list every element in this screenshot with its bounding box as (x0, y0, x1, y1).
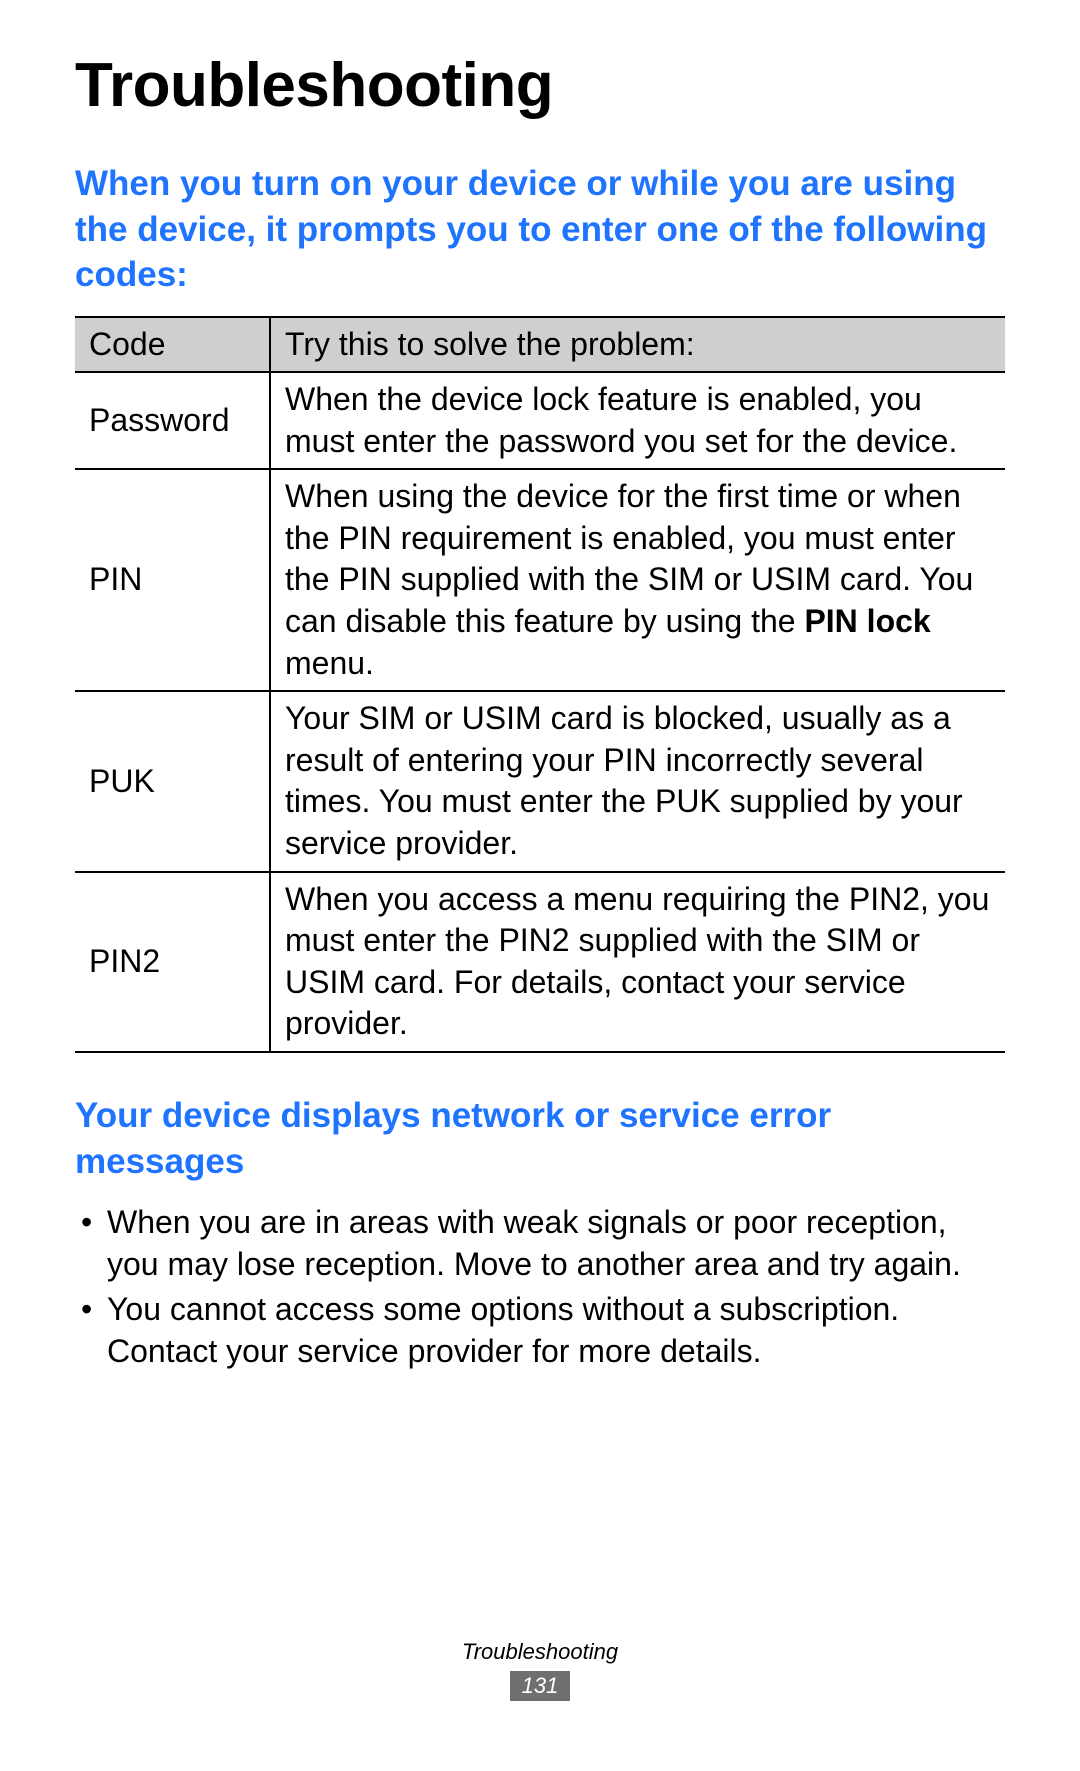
solution-text-bold: PIN lock (804, 603, 930, 639)
table-header-code: Code (75, 317, 270, 373)
table-header-solution: Try this to solve the problem: (270, 317, 1005, 373)
table-row: Password When the device lock feature is… (75, 372, 1005, 469)
list-item: You cannot access some options without a… (75, 1289, 1005, 1372)
solution-cell: Your SIM or USIM card is blocked, usuall… (270, 691, 1005, 871)
code-cell: PUK (75, 691, 270, 871)
section-heading-network: Your device displays network or service … (75, 1093, 1005, 1184)
section-heading-codes: When you turn on your device or while yo… (75, 161, 1005, 298)
page-number: 131 (510, 1671, 571, 1701)
code-cell: PIN (75, 469, 270, 691)
table-header-row: Code Try this to solve the problem: (75, 317, 1005, 373)
solution-cell: When the device lock feature is enabled,… (270, 372, 1005, 469)
document-page: Troubleshooting When you turn on your de… (0, 0, 1080, 1372)
list-item: When you are in areas with weak signals … (75, 1202, 1005, 1285)
table-row: PIN2 When you access a menu requiring th… (75, 872, 1005, 1052)
solution-cell: When you access a menu requiring the PIN… (270, 872, 1005, 1052)
codes-table: Code Try this to solve the problem: Pass… (75, 316, 1005, 1054)
code-cell: Password (75, 372, 270, 469)
bullet-list: When you are in areas with weak signals … (75, 1202, 1005, 1372)
solution-cell: When using the device for the first time… (270, 469, 1005, 691)
page-title: Troubleshooting (75, 50, 1005, 121)
page-footer: Troubleshooting 131 (0, 1639, 1080, 1701)
table-row: PUK Your SIM or USIM card is blocked, us… (75, 691, 1005, 871)
code-cell: PIN2 (75, 872, 270, 1052)
table-row: PIN When using the device for the first … (75, 469, 1005, 691)
solution-text-post: menu. (285, 645, 374, 681)
footer-section-label: Troubleshooting (0, 1639, 1080, 1665)
